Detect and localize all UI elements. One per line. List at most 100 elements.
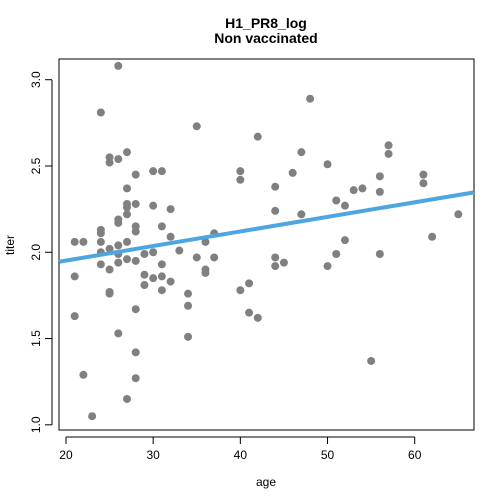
data-point — [105, 289, 114, 298]
data-point — [166, 232, 175, 241]
data-point — [245, 308, 254, 317]
data-point — [236, 286, 245, 295]
data-point — [297, 148, 306, 157]
data-point — [419, 179, 428, 188]
chart-title: H1_PR8_log — [225, 15, 307, 31]
data-point — [245, 279, 254, 288]
data-point — [428, 232, 437, 241]
data-point — [140, 249, 149, 258]
data-point — [332, 249, 341, 258]
x-axis: 20 30 40 50 60 — [59, 436, 422, 462]
data-point — [96, 108, 105, 117]
data-point — [123, 255, 132, 264]
data-point — [123, 148, 132, 157]
data-point — [184, 332, 193, 341]
data-point — [454, 210, 463, 219]
y-tick-label: 1.0 — [29, 416, 43, 433]
data-point — [358, 184, 367, 193]
data-point — [79, 370, 88, 379]
data-point — [253, 313, 262, 322]
data-point — [105, 265, 114, 274]
data-points — [70, 61, 463, 421]
data-point — [131, 199, 140, 208]
data-point — [340, 201, 349, 210]
data-point — [114, 329, 123, 338]
data-point — [271, 182, 280, 191]
data-point — [114, 241, 123, 250]
x-tick-label: 20 — [59, 448, 73, 462]
data-point — [88, 412, 97, 421]
data-point — [332, 196, 341, 205]
data-point — [140, 270, 149, 279]
data-point — [375, 249, 384, 258]
data-point — [149, 201, 158, 210]
data-point — [96, 229, 105, 238]
data-point — [70, 237, 79, 246]
data-point — [96, 237, 105, 246]
data-point — [201, 237, 210, 246]
data-point — [340, 236, 349, 245]
y-tick-label: 2.0 — [29, 244, 43, 261]
data-point — [306, 94, 315, 103]
data-point — [297, 210, 306, 219]
data-point — [279, 258, 288, 267]
data-point — [375, 187, 384, 196]
x-tick-label: 60 — [408, 448, 422, 462]
data-point — [349, 186, 358, 195]
data-point — [79, 237, 88, 246]
data-point — [70, 272, 79, 281]
trend-line — [58, 190, 475, 264]
data-point — [157, 286, 166, 295]
data-point — [271, 253, 280, 262]
data-point — [271, 262, 280, 271]
x-axis-label: age — [256, 475, 276, 489]
data-point — [96, 260, 105, 269]
y-tick-label: 2.5 — [29, 157, 43, 174]
data-point — [149, 248, 158, 257]
data-point — [105, 158, 114, 167]
data-point — [323, 160, 332, 169]
data-point — [184, 301, 193, 310]
x-tick-label: 40 — [234, 448, 248, 462]
data-point — [384, 149, 393, 158]
data-point — [131, 305, 140, 314]
data-point — [123, 184, 132, 193]
data-point — [70, 312, 79, 321]
data-point — [131, 348, 140, 357]
data-point — [114, 218, 123, 227]
data-point — [271, 206, 280, 215]
x-tick-label: 50 — [321, 448, 335, 462]
data-point — [123, 210, 132, 219]
data-point — [157, 222, 166, 231]
data-point — [131, 256, 140, 265]
data-point — [166, 277, 175, 286]
data-point — [131, 227, 140, 236]
data-point — [105, 244, 114, 253]
plot-frame — [58, 58, 475, 431]
data-point — [253, 132, 262, 141]
data-point — [175, 246, 184, 255]
data-point — [384, 141, 393, 150]
data-point — [123, 394, 132, 403]
trend-line-group — [58, 190, 475, 264]
data-point — [149, 274, 158, 283]
data-point — [131, 374, 140, 383]
data-point — [192, 122, 201, 131]
data-point — [114, 61, 123, 70]
data-point — [288, 168, 297, 177]
data-point — [375, 172, 384, 181]
data-point — [419, 170, 428, 179]
y-tick-label: 3.0 — [29, 71, 43, 88]
data-point — [323, 262, 332, 271]
x-tick-label: 30 — [146, 448, 160, 462]
data-point — [123, 203, 132, 212]
data-point — [184, 289, 193, 298]
y-axis-label: titer — [3, 235, 17, 255]
data-point — [114, 258, 123, 267]
data-point — [157, 167, 166, 176]
data-point — [367, 356, 376, 365]
data-point — [236, 175, 245, 184]
y-tick-label: 1.5 — [29, 330, 43, 347]
data-point — [123, 237, 132, 246]
